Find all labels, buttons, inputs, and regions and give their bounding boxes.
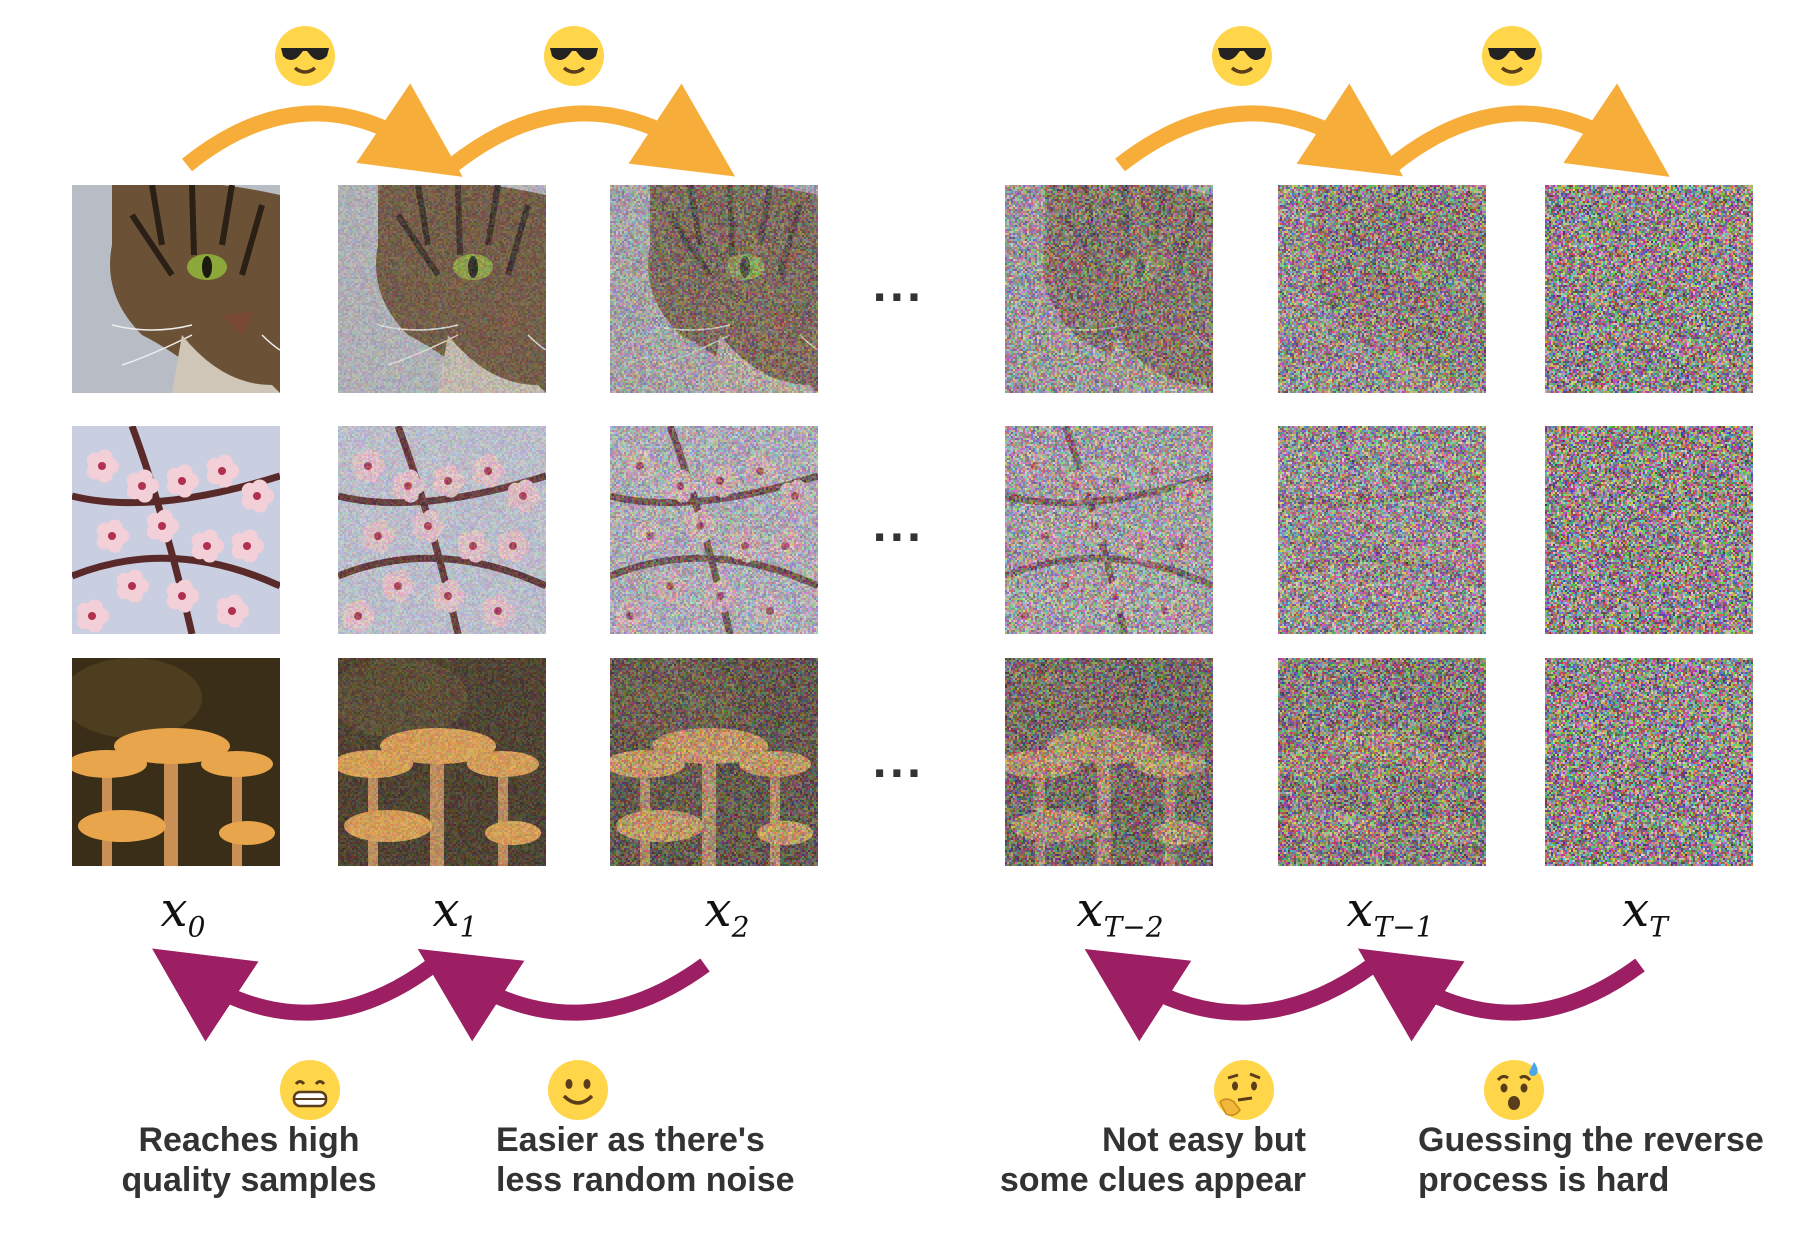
ellipsis-row-2: ... xyxy=(872,505,924,551)
smiling-face-with-sunglasses-icon xyxy=(275,26,335,86)
tile-cat-x4 xyxy=(1278,185,1486,393)
caption-2-line-1: Easier as there's xyxy=(496,1121,765,1159)
caption-1-line-1: Reaches high xyxy=(138,1121,360,1159)
reverse-arrow-4 xyxy=(1357,948,1645,1042)
tile-cherry-blossom-x2 xyxy=(610,426,818,634)
reverse-arrow-2 xyxy=(417,948,710,1042)
noise-overlay xyxy=(610,426,818,634)
cat-image xyxy=(72,185,280,393)
noise-overlay xyxy=(610,658,818,866)
label-xT-2-sub: T−2 xyxy=(1103,910,1164,944)
tile-cherry-blossom-x5 xyxy=(1545,426,1753,634)
tile-mushroom-x1 xyxy=(338,658,546,866)
label-x1-var: x xyxy=(432,882,460,938)
label-x0: x0 xyxy=(128,884,238,954)
forward-arrows xyxy=(181,83,1670,177)
tile-cherry-blossom-x4 xyxy=(1278,426,1486,634)
tile-cat-x1 xyxy=(338,185,546,393)
forward-arrow-3 xyxy=(1115,83,1404,177)
tile-cat-x2 xyxy=(610,185,818,393)
label-x0-sub: 0 xyxy=(187,910,206,944)
noise-overlay xyxy=(1005,658,1213,866)
forward-arrow-1 xyxy=(181,83,463,177)
forward-arrow-4 xyxy=(1387,83,1670,177)
mushroom-image xyxy=(72,658,280,866)
tile-mushroom-x2 xyxy=(610,658,818,866)
tile-mushroom-x0 xyxy=(72,658,280,866)
ellipsis-row-3: ... xyxy=(872,741,924,787)
label-x2-sub: 2 xyxy=(731,910,750,944)
caption-2-line-2: less random noise xyxy=(496,1161,795,1199)
caption-4-line-2: process is hard xyxy=(1418,1161,1670,1199)
noise-overlay xyxy=(1005,185,1213,393)
reverse-arrow-1 xyxy=(151,948,438,1042)
label-x2-var: x xyxy=(704,882,732,938)
label-x1-sub: 1 xyxy=(459,910,478,944)
reverse-arrow-3 xyxy=(1084,948,1378,1042)
noise-overlay xyxy=(338,185,546,393)
label-xT-1: xT−1 xyxy=(1300,884,1480,954)
forward-arrow-2 xyxy=(448,83,736,177)
label-x1: x1 xyxy=(400,884,510,954)
noise-overlay xyxy=(1278,185,1486,393)
noise-overlay xyxy=(1545,658,1753,866)
caption-reaches-high: Reaches high quality samples xyxy=(104,1120,394,1200)
label-xT: xT xyxy=(1590,884,1700,954)
caption-3-line-2: some clues appear xyxy=(999,1161,1306,1199)
caption-4-line-1: Guessing the reverse xyxy=(1418,1121,1764,1159)
tile-cat-x5 xyxy=(1545,185,1753,393)
noise-overlay xyxy=(1278,658,1486,866)
label-x0-var: x xyxy=(160,882,188,938)
smiling-face-with-sunglasses-icon xyxy=(1211,26,1272,86)
label-xT-1-sub: T−1 xyxy=(1373,910,1434,944)
label-xT-2-var: x xyxy=(1076,882,1104,938)
smiling-face-with-sunglasses-icon xyxy=(544,26,604,86)
grinning-face-icon xyxy=(280,1060,340,1120)
noise-overlay xyxy=(1005,426,1213,634)
thinking-face-icon xyxy=(1214,1060,1274,1120)
label-xT-sub: T xyxy=(1649,910,1668,944)
tile-cherry-blossom-x3 xyxy=(1005,426,1213,634)
caption-guessing: Guessing the reverse process is hard xyxy=(1418,1120,1798,1200)
caption-1-line-2: quality samples xyxy=(121,1161,377,1199)
tile-mushroom-x4 xyxy=(1278,658,1486,866)
tile-cherry-blossom-x1 xyxy=(338,426,546,634)
noise-overlay xyxy=(1278,426,1486,634)
smiling-face-with-sunglasses-icon xyxy=(1481,26,1542,86)
tile-cat-x3 xyxy=(1005,185,1213,393)
anxious-face-with-sweat-icon xyxy=(1484,1060,1544,1120)
label-xT-2: xT−2 xyxy=(1030,884,1210,954)
caption-not-easy: Not easy but some clues appear xyxy=(966,1120,1306,1200)
reverse-arrows xyxy=(151,948,1645,1042)
label-xT-var: x xyxy=(1622,882,1650,938)
tile-mushroom-x5 xyxy=(1545,658,1753,866)
label-xT-1-var: x xyxy=(1346,882,1374,938)
noise-overlay xyxy=(1545,185,1753,393)
tile-cherry-blossom-x0 xyxy=(72,426,280,634)
ellipsis-row-1: ... xyxy=(872,265,924,311)
noise-overlay xyxy=(338,426,546,634)
tile-cat-x0 xyxy=(72,185,280,393)
noise-overlay xyxy=(1545,426,1753,634)
smiling-face-icon xyxy=(548,1060,608,1120)
caption-3-line-1: Not easy but xyxy=(1101,1121,1306,1159)
tile-mushroom-x3 xyxy=(1005,658,1213,866)
caption-easier: Easier as there's less random noise xyxy=(496,1120,836,1200)
noise-overlay xyxy=(338,658,546,866)
label-x2: x2 xyxy=(672,884,782,954)
cherry-blossom-image xyxy=(72,426,280,634)
noise-overlay xyxy=(610,185,818,393)
